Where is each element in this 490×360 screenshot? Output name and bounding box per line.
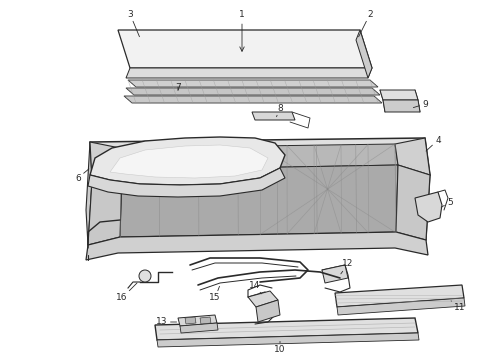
- Circle shape: [139, 270, 151, 282]
- Polygon shape: [248, 291, 278, 307]
- Text: 8: 8: [276, 104, 283, 117]
- Text: 10: 10: [274, 341, 286, 355]
- Polygon shape: [120, 144, 398, 170]
- Polygon shape: [86, 142, 92, 245]
- Text: 7: 7: [175, 82, 181, 91]
- Text: 4: 4: [426, 135, 441, 151]
- Polygon shape: [396, 165, 430, 240]
- Polygon shape: [185, 317, 196, 324]
- Text: 5: 5: [441, 198, 453, 207]
- Polygon shape: [126, 68, 372, 78]
- Text: 1: 1: [239, 9, 245, 51]
- Polygon shape: [356, 30, 372, 78]
- Polygon shape: [395, 138, 430, 175]
- Polygon shape: [90, 142, 122, 180]
- Polygon shape: [128, 80, 378, 87]
- Polygon shape: [256, 300, 280, 322]
- Polygon shape: [118, 30, 372, 68]
- Polygon shape: [180, 323, 218, 333]
- Polygon shape: [155, 318, 418, 340]
- Polygon shape: [415, 192, 442, 222]
- Polygon shape: [90, 137, 285, 185]
- Polygon shape: [337, 298, 465, 315]
- Polygon shape: [322, 265, 348, 283]
- Text: 14: 14: [249, 280, 261, 294]
- Polygon shape: [157, 333, 419, 347]
- Polygon shape: [383, 100, 420, 112]
- Text: 6: 6: [75, 169, 89, 183]
- Text: 15: 15: [209, 286, 221, 302]
- Text: 12: 12: [341, 260, 354, 274]
- Text: 16: 16: [116, 283, 137, 302]
- Text: 2: 2: [359, 9, 373, 37]
- Text: 13: 13: [156, 318, 176, 327]
- Polygon shape: [88, 168, 285, 197]
- Polygon shape: [126, 88, 380, 95]
- Text: 9: 9: [414, 99, 428, 108]
- Text: 3: 3: [127, 9, 140, 37]
- Polygon shape: [110, 145, 268, 178]
- Polygon shape: [380, 90, 418, 100]
- Polygon shape: [120, 165, 398, 237]
- Polygon shape: [252, 112, 295, 120]
- Polygon shape: [124, 96, 382, 103]
- Polygon shape: [86, 232, 428, 260]
- Polygon shape: [88, 175, 430, 245]
- Polygon shape: [90, 138, 430, 180]
- Polygon shape: [88, 170, 122, 245]
- Polygon shape: [178, 315, 217, 326]
- Polygon shape: [200, 317, 211, 324]
- Polygon shape: [335, 285, 464, 307]
- Text: 11: 11: [451, 301, 466, 312]
